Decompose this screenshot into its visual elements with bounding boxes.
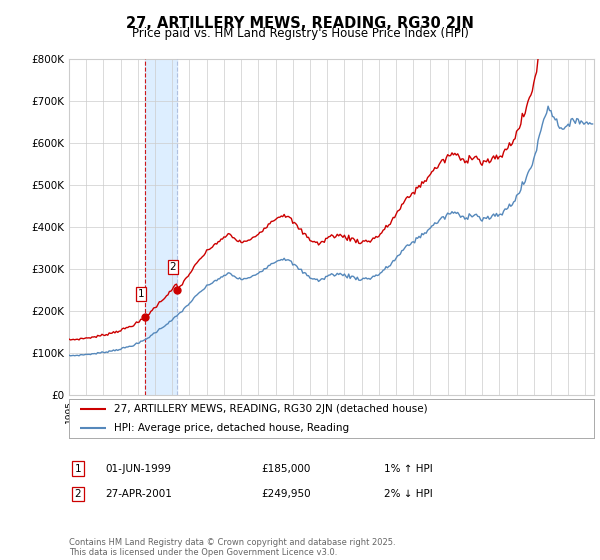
- Text: 2: 2: [170, 262, 176, 272]
- Text: Contains HM Land Registry data © Crown copyright and database right 2025.
This d: Contains HM Land Registry data © Crown c…: [69, 538, 395, 557]
- Text: 1: 1: [137, 289, 144, 299]
- Text: 27-APR-2001: 27-APR-2001: [105, 489, 172, 499]
- Text: 27, ARTILLERY MEWS, READING, RG30 2JN: 27, ARTILLERY MEWS, READING, RG30 2JN: [126, 16, 474, 31]
- Bar: [145, 59, 177, 395]
- Text: 2: 2: [74, 489, 82, 499]
- Text: HPI: Average price, detached house, Reading: HPI: Average price, detached house, Read…: [113, 423, 349, 433]
- Text: Price paid vs. HM Land Registry's House Price Index (HPI): Price paid vs. HM Land Registry's House …: [131, 27, 469, 40]
- Text: 1% ↑ HPI: 1% ↑ HPI: [384, 464, 433, 474]
- Text: £249,950: £249,950: [261, 489, 311, 499]
- Text: £185,000: £185,000: [261, 464, 310, 474]
- Text: 01-JUN-1999: 01-JUN-1999: [105, 464, 171, 474]
- Text: 1: 1: [74, 464, 82, 474]
- Text: 27, ARTILLERY MEWS, READING, RG30 2JN (detached house): 27, ARTILLERY MEWS, READING, RG30 2JN (d…: [113, 404, 427, 413]
- Text: 2% ↓ HPI: 2% ↓ HPI: [384, 489, 433, 499]
